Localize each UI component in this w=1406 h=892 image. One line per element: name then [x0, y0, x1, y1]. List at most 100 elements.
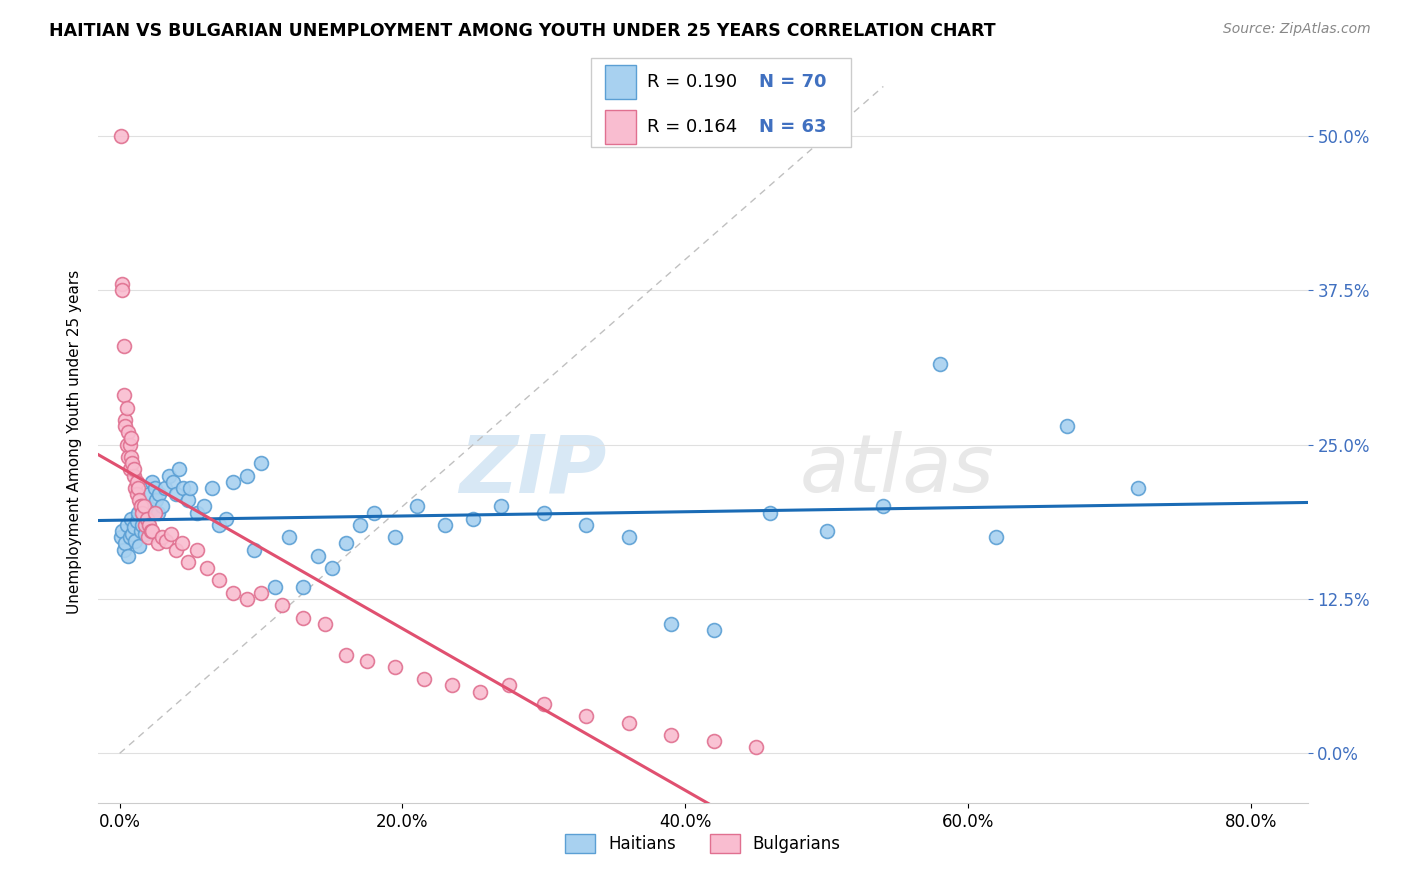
Point — [703, 623, 725, 637]
Point — [124, 481, 146, 495]
Point — [575, 517, 598, 532]
Point — [176, 555, 198, 569]
Point — [112, 388, 135, 402]
Point — [349, 517, 371, 532]
Point — [125, 487, 148, 501]
Point — [136, 517, 159, 532]
Point — [179, 481, 201, 495]
Point — [124, 533, 146, 548]
Point — [815, 524, 838, 538]
Point — [110, 530, 132, 544]
Text: HAITIAN VS BULGARIAN UNEMPLOYMENT AMONG YOUTH UNDER 25 YEARS CORRELATION CHART: HAITIAN VS BULGARIAN UNEMPLOYMENT AMONG … — [49, 22, 995, 40]
Point — [128, 493, 150, 508]
Text: N = 70: N = 70 — [759, 73, 827, 91]
Point — [141, 475, 163, 489]
Point — [114, 536, 136, 550]
Point — [136, 530, 159, 544]
Point — [356, 654, 378, 668]
Point — [131, 506, 153, 520]
Point — [139, 501, 162, 516]
Text: N = 63: N = 63 — [759, 118, 827, 136]
Point — [264, 580, 287, 594]
Point — [121, 526, 143, 541]
Point — [271, 598, 294, 612]
Point — [176, 493, 198, 508]
Point — [412, 673, 434, 687]
Point — [463, 512, 485, 526]
Point — [222, 475, 245, 489]
Point — [186, 542, 208, 557]
Point — [115, 401, 138, 415]
Point — [155, 533, 177, 548]
Y-axis label: Unemployment Among Youth under 25 years: Unemployment Among Youth under 25 years — [66, 269, 82, 614]
Point — [498, 678, 520, 692]
Point — [143, 506, 166, 520]
Point — [405, 500, 427, 514]
Point — [186, 506, 208, 520]
Point — [703, 734, 725, 748]
Point — [321, 561, 343, 575]
Point — [114, 413, 136, 427]
Point — [134, 526, 156, 541]
Point — [125, 514, 148, 528]
Point — [617, 530, 640, 544]
Point — [112, 542, 135, 557]
Point — [384, 660, 406, 674]
Point — [146, 506, 169, 520]
Point — [162, 475, 184, 489]
Point — [1056, 419, 1078, 434]
Point — [111, 524, 134, 538]
Point — [207, 574, 229, 588]
Point — [118, 437, 141, 451]
Legend: Haitians, Bulgarians: Haitians, Bulgarians — [558, 827, 848, 860]
Point — [215, 512, 238, 526]
Point — [129, 524, 152, 538]
Point — [118, 530, 141, 544]
Point — [125, 475, 148, 489]
Point — [121, 456, 143, 470]
Point — [120, 432, 142, 446]
Point — [111, 283, 134, 297]
Point — [335, 648, 357, 662]
Point — [153, 481, 176, 495]
Point — [157, 468, 180, 483]
Point — [986, 530, 1008, 544]
Point — [118, 462, 141, 476]
Point — [120, 450, 142, 464]
Point — [195, 561, 218, 575]
Point — [433, 517, 456, 532]
Point — [200, 481, 222, 495]
Point — [745, 740, 768, 755]
Point — [115, 517, 138, 532]
Point — [928, 357, 950, 371]
Point — [117, 450, 139, 464]
Point — [139, 524, 162, 538]
Point — [617, 715, 640, 730]
Text: atlas: atlas — [800, 432, 994, 509]
Point — [111, 277, 134, 291]
Point — [207, 517, 229, 532]
Point — [659, 616, 682, 631]
Point — [148, 487, 170, 501]
Point — [167, 462, 190, 476]
Text: R = 0.190: R = 0.190 — [647, 73, 737, 91]
Point — [533, 697, 555, 711]
Point — [114, 419, 136, 434]
Point — [1126, 481, 1149, 495]
Point — [115, 437, 138, 451]
Point — [292, 580, 315, 594]
Point — [135, 512, 157, 526]
Point — [135, 500, 157, 514]
Point — [491, 500, 513, 514]
Text: R = 0.164: R = 0.164 — [647, 118, 737, 136]
Point — [143, 481, 166, 495]
Point — [278, 530, 301, 544]
Point — [363, 506, 385, 520]
Point — [146, 536, 169, 550]
Point — [193, 500, 215, 514]
Point — [132, 509, 155, 524]
Point — [127, 506, 149, 520]
Point — [243, 542, 266, 557]
Point — [150, 530, 173, 544]
Text: Source: ZipAtlas.com: Source: ZipAtlas.com — [1223, 22, 1371, 37]
